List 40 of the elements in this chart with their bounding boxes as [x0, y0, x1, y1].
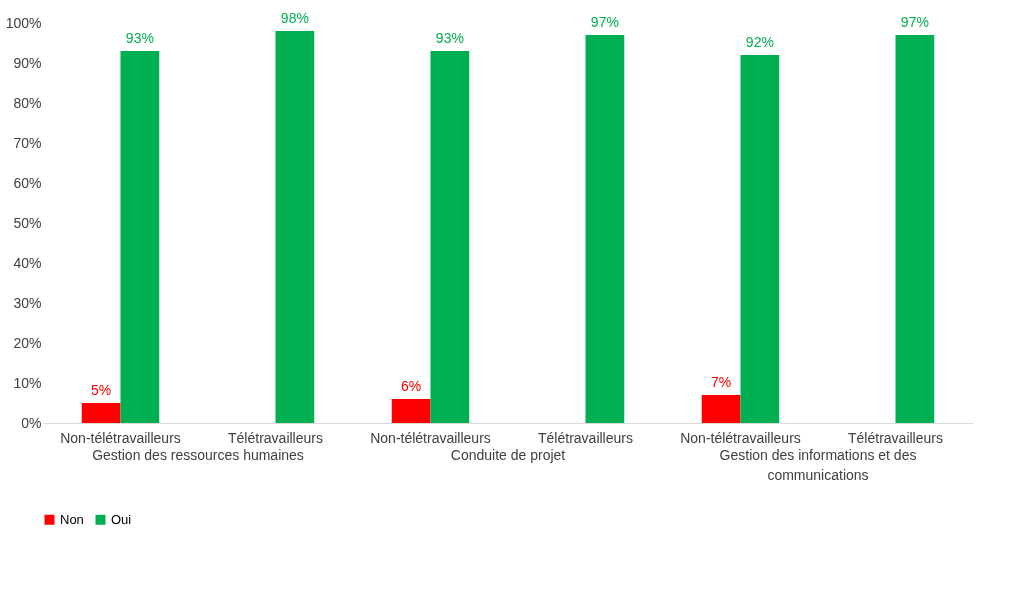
y-tick-label: 10%	[13, 374, 42, 391]
bar	[120, 51, 160, 423]
legend-label: Oui	[111, 511, 132, 527]
y-tick-label: 50%	[13, 214, 42, 231]
data-label: 7%	[711, 374, 732, 390]
x-tick-label: Télétravailleurs	[228, 429, 323, 446]
y-tick-label: 60%	[13, 174, 42, 191]
text: Conduite de projet	[450, 447, 566, 463]
bar	[701, 395, 741, 423]
x-tick-label: Non-télétravailleurs	[680, 429, 801, 446]
text: Gestion des ressources humaines	[92, 447, 304, 463]
x-tick-label: Non-télétravailleurs	[370, 429, 491, 446]
data-label: 97%	[900, 14, 929, 30]
x-tick-label: Télétravailleurs	[848, 429, 943, 446]
legend-label: Non	[60, 511, 84, 527]
data-label: 97%	[590, 14, 619, 30]
y-tick-label: 100%	[5, 14, 42, 31]
bar	[81, 403, 121, 423]
y-tick-label: 40%	[13, 254, 42, 271]
y-tick-label: 80%	[13, 94, 42, 111]
bar	[585, 35, 625, 423]
x-tick-label: Télétravailleurs	[538, 429, 633, 446]
y-tick-label: 90%	[13, 54, 42, 71]
y-tick-label: 30%	[13, 294, 42, 311]
data-label: 5%	[91, 382, 112, 398]
bar	[430, 51, 470, 423]
y-tick-label: 70%	[13, 134, 42, 151]
bar	[275, 31, 315, 423]
y-tick-label: 0%	[21, 414, 42, 431]
data-label: 92%	[745, 34, 774, 50]
bar	[391, 399, 431, 423]
text: Gestion des informations et des communications	[719, 447, 917, 483]
data-label: 6%	[401, 378, 422, 394]
x-tick-label: Non-télétravailleurs	[60, 429, 181, 446]
bar	[740, 55, 780, 423]
y-tick-label: 20%	[13, 334, 42, 351]
data-label: 98%	[280, 10, 309, 26]
data-label: 93%	[125, 30, 154, 46]
data-label: 93%	[435, 30, 464, 46]
bar	[895, 35, 935, 423]
